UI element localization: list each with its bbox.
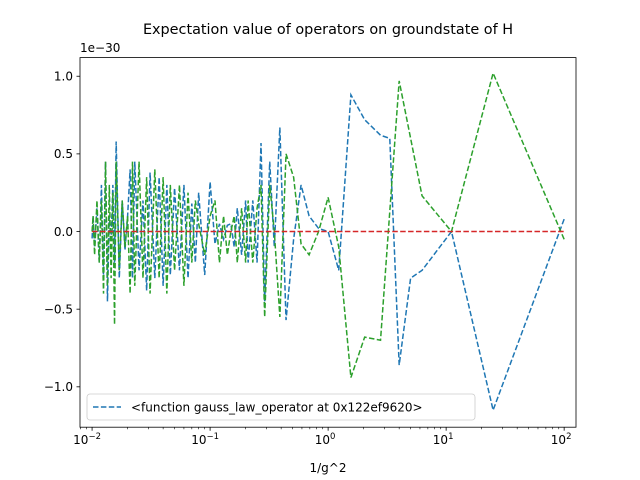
plot-frame <box>79 57 577 428</box>
legend: <function gauss_law_operator at 0x122ef9… <box>86 393 476 421</box>
chart-title: Expectation value of operators on ground… <box>143 22 513 38</box>
series-line-1 <box>91 70 565 378</box>
series-line-0 <box>91 92 565 413</box>
y-tick-label-0: 1.0 <box>54 70 73 84</box>
x-tick-label-3: 101 <box>433 432 454 447</box>
y-tick-label-1: 0.5 <box>54 147 73 161</box>
x-tick-label-0: 10−2 <box>73 432 101 447</box>
x-axis-label: 1/g^2 <box>310 461 347 475</box>
y-tick-label-4: −1.0 <box>44 380 73 394</box>
legend-label-gauss-law: <function gauss_law_operator at 0x122ef9… <box>131 401 423 415</box>
y-tick-label-3: −0.5 <box>44 302 73 316</box>
x-tick-label-1: 10−1 <box>191 432 219 447</box>
y-offset-label: 1e−30 <box>80 41 120 55</box>
y-tick-label-2: 0.0 <box>54 225 73 239</box>
legend-frame <box>86 393 476 421</box>
x-tick-label-2: 100 <box>315 432 336 447</box>
x-tick-label-4: 102 <box>551 432 572 447</box>
